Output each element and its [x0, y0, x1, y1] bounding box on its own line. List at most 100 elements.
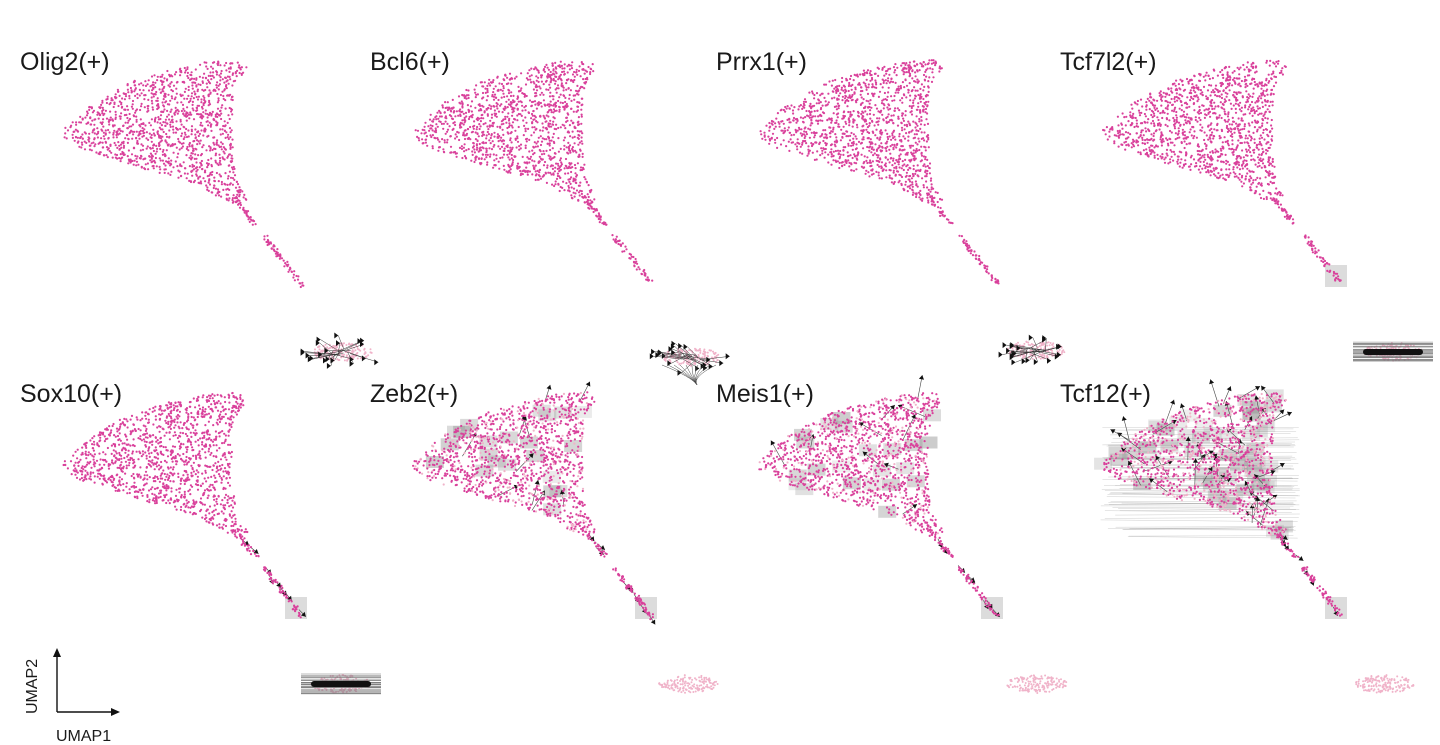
- cell-point: [437, 117, 440, 120]
- cell-point: [156, 97, 159, 100]
- cell-point: [854, 88, 857, 91]
- cell-point: [885, 149, 888, 153]
- cell-point: [983, 264, 986, 267]
- cell-point: [164, 118, 167, 121]
- cell-point: [285, 263, 288, 266]
- cell-point: [455, 135, 458, 138]
- cell-point: [909, 184, 912, 187]
- cell-point: [574, 167, 577, 170]
- cell-point: [904, 153, 907, 156]
- cell-point: [224, 172, 227, 175]
- cell-point: [922, 89, 925, 92]
- cell-point: [225, 197, 228, 200]
- cell-point: [155, 90, 158, 94]
- cell-point: [65, 137, 68, 140]
- cell-point: [803, 106, 806, 109]
- cell-point: [865, 88, 868, 91]
- cell-point: [578, 141, 582, 144]
- cell-point: [856, 158, 859, 161]
- cell-point: [528, 75, 531, 78]
- cell-point: [180, 69, 183, 73]
- cell-point: [161, 153, 164, 156]
- cell-point: [839, 149, 842, 153]
- cell-point: [489, 142, 492, 145]
- cell-point: [169, 162, 172, 165]
- cell-point: [523, 124, 526, 127]
- cell-point: [473, 124, 476, 127]
- cell-point: [201, 88, 204, 91]
- cell-point: [74, 135, 77, 139]
- cell-point: [908, 180, 912, 183]
- cell-point: [144, 124, 147, 127]
- cell-point: [221, 78, 224, 81]
- cell-point: [197, 83, 200, 86]
- cell-point: [247, 218, 250, 221]
- cell-point: [503, 95, 506, 98]
- cell-point: [463, 137, 467, 141]
- cell-point: [457, 131, 460, 134]
- cell-point: [196, 98, 200, 101]
- cell-point: [914, 141, 917, 144]
- cell-point: [878, 117, 881, 120]
- cell-point: [868, 112, 872, 116]
- cell-point: [547, 131, 550, 134]
- cell-point: [535, 79, 538, 82]
- cell-point: [892, 148, 895, 151]
- cell-point: [219, 76, 222, 79]
- cell-point: [209, 146, 212, 149]
- cell-point: [540, 153, 544, 156]
- cell-point: [208, 121, 211, 124]
- cell-point: [206, 135, 209, 138]
- cell-point: [88, 140, 91, 143]
- cell-point: [1192, 158, 1196, 161]
- cell-point: [901, 101, 904, 104]
- cell-point: [866, 161, 869, 165]
- cell-point: [852, 121, 855, 124]
- cell-point: [877, 120, 880, 123]
- cell-point: [461, 119, 464, 122]
- cell-point: [146, 110, 149, 113]
- cell-point: [512, 101, 515, 104]
- cell-point: [516, 119, 519, 122]
- cell-point: [552, 173, 555, 176]
- cell-point: [523, 169, 526, 172]
- cell-point: [131, 99, 135, 103]
- cell-point: [519, 143, 523, 146]
- cell-point: [934, 191, 937, 194]
- cell-point: [971, 254, 975, 257]
- cell-point: [904, 110, 907, 113]
- cell-point: [152, 149, 155, 153]
- cell-point: [150, 75, 154, 78]
- cell-point: [934, 60, 937, 63]
- cell-point: [220, 195, 223, 198]
- cell-point: [925, 118, 928, 121]
- cell-point: [460, 147, 464, 150]
- cell-point: [151, 147, 154, 150]
- cell-point: [560, 79, 563, 82]
- cell-point: [633, 264, 636, 267]
- cell-point: [194, 133, 197, 136]
- cell-point: [152, 164, 155, 168]
- cell-point: [557, 137, 560, 140]
- inset-point: [1029, 353, 1032, 356]
- cell-point: [643, 268, 646, 272]
- cell-point: [803, 130, 806, 133]
- cell-point: [183, 109, 186, 112]
- cell-point: [118, 115, 121, 118]
- cell-point: [908, 122, 911, 125]
- cell-point: [903, 128, 906, 131]
- cell-point: [866, 145, 869, 149]
- cell-point: [873, 86, 876, 89]
- cell-point: [215, 141, 218, 144]
- cell-point: [213, 176, 216, 179]
- cell-point: [130, 153, 134, 156]
- cell-point: [131, 159, 134, 163]
- cell-point: [508, 122, 511, 125]
- cell-point: [927, 188, 930, 191]
- cell-point: [899, 157, 902, 161]
- cell-point: [191, 149, 195, 152]
- cell-point: [187, 88, 190, 92]
- cell-point: [170, 81, 173, 84]
- cell-point: [530, 134, 533, 137]
- cell-point: [800, 134, 804, 137]
